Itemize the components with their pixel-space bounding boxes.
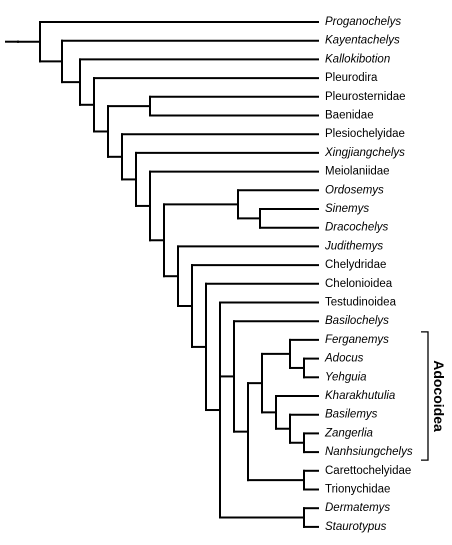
cladogram-branches xyxy=(5,21,319,528)
adocoidea-bracket-line xyxy=(421,331,429,461)
adocoidea-label: Adocoidea xyxy=(431,360,447,432)
taxon-label: Dracochelys xyxy=(325,222,389,234)
taxon-label: Chelonioidea xyxy=(325,278,393,290)
taxon-label: Xingjiangchelys xyxy=(324,147,405,159)
taxon-label: Carettochelyidae xyxy=(325,465,411,477)
taxon-label: Dermatemys xyxy=(325,502,390,514)
taxon-label: Sinemys xyxy=(325,203,369,215)
taxon-labels: Proganochelys Kayentachelys Kallokibotion P… xyxy=(324,16,413,533)
taxon-label: Ordosemys xyxy=(325,184,384,196)
taxon-label: Zangerlia xyxy=(324,427,373,439)
taxon-label: Testudinoidea xyxy=(325,297,397,309)
taxon-label: Adocus xyxy=(324,353,364,365)
taxon-label: Proganochelys xyxy=(325,16,401,28)
taxon-label: Basilochelys xyxy=(325,315,389,327)
taxon-label: Pleurodira xyxy=(325,72,378,84)
taxon-label: Pleurosternidae xyxy=(325,91,406,103)
taxon-label: Judithemys xyxy=(324,240,383,252)
taxon-label: Kallokibotion xyxy=(325,53,390,65)
taxon-label: Kayentachelys xyxy=(325,35,400,47)
taxon-label: Meiolaniidae xyxy=(325,166,390,178)
taxon-label: Basilemys xyxy=(325,409,378,421)
taxon-label: Kharakhutulia xyxy=(325,390,395,402)
taxon-label: Ferganemys xyxy=(325,334,389,346)
taxon-label: Nanhsiungchelys xyxy=(325,446,413,458)
taxon-label: Yehguia xyxy=(325,371,367,383)
clade-bracket: Adocoidea xyxy=(421,331,447,461)
taxon-label: Baenidae xyxy=(325,110,374,122)
taxon-label: Staurotypus xyxy=(325,521,387,533)
taxon-label: Trionychidae xyxy=(325,484,390,496)
taxon-label: Plesiochelyidae xyxy=(325,128,405,140)
taxon-label: Chelydridae xyxy=(325,259,386,271)
